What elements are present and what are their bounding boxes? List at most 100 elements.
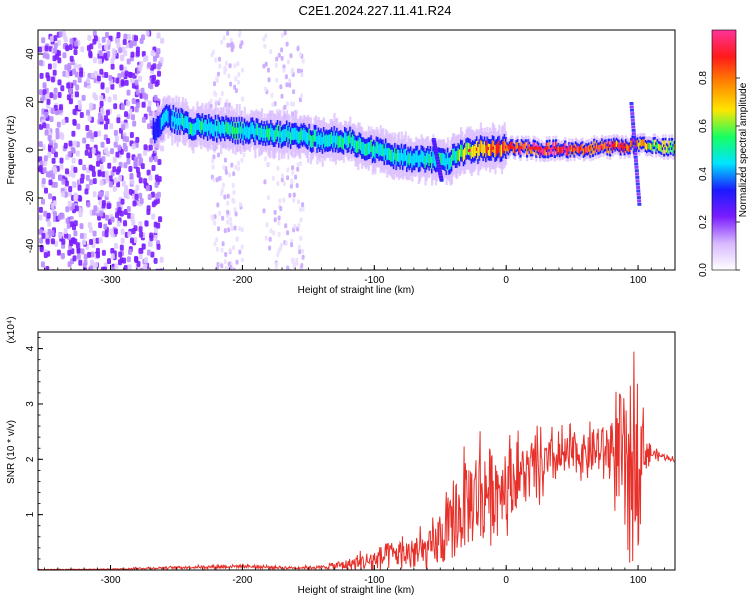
noise-cell bbox=[130, 237, 134, 244]
noise-cell bbox=[38, 89, 43, 96]
ridge-core bbox=[216, 125, 219, 138]
ridge-core bbox=[661, 140, 664, 148]
noise-cell bbox=[229, 37, 233, 43]
noise-cell bbox=[116, 117, 121, 124]
noise-cell bbox=[90, 133, 95, 140]
noise-cell bbox=[86, 201, 91, 208]
ridge-core bbox=[260, 125, 264, 138]
noise-cell bbox=[58, 232, 63, 239]
noise-cell bbox=[154, 181, 159, 188]
ridge-core bbox=[659, 144, 662, 152]
noise-cell bbox=[240, 244, 244, 250]
ridge-core bbox=[332, 135, 335, 148]
noise-cell bbox=[124, 111, 128, 118]
ridge-core bbox=[285, 125, 289, 138]
noise-cell bbox=[214, 57, 218, 63]
noise-cell bbox=[296, 199, 300, 205]
noise-cell bbox=[105, 118, 110, 125]
noise-cell bbox=[96, 252, 100, 259]
ridge-core bbox=[394, 147, 397, 160]
ridge-core bbox=[152, 122, 155, 135]
ridge-core bbox=[646, 143, 649, 151]
noise-cell bbox=[122, 135, 127, 142]
noise-cell bbox=[67, 65, 72, 72]
ridge-core bbox=[653, 139, 657, 147]
noise-cell bbox=[64, 232, 69, 239]
noise-cell bbox=[128, 166, 133, 172]
ridge-core bbox=[643, 139, 646, 146]
noise-cell bbox=[301, 206, 305, 212]
noise-cell bbox=[127, 212, 132, 219]
noise-cell bbox=[97, 169, 102, 176]
noise-cell bbox=[263, 179, 267, 185]
noise-cell bbox=[229, 42, 233, 48]
noise-cell bbox=[264, 156, 268, 162]
noise-cell bbox=[52, 69, 57, 76]
noise-cell bbox=[126, 58, 131, 65]
ridge-core bbox=[184, 116, 187, 129]
ridge-core bbox=[282, 130, 285, 142]
ridge-core bbox=[495, 143, 498, 156]
spike-cell bbox=[630, 108, 634, 112]
ridge-core bbox=[649, 143, 653, 150]
noise-cell bbox=[123, 220, 127, 227]
ridge-core bbox=[456, 151, 459, 163]
ridge-core bbox=[222, 121, 225, 134]
ridge-core bbox=[159, 119, 162, 132]
noise-cell bbox=[146, 169, 151, 176]
ridge-core bbox=[450, 154, 453, 167]
y-tick-label: 1 bbox=[25, 511, 36, 517]
noise-cell bbox=[132, 200, 137, 207]
noise-cell bbox=[283, 104, 287, 110]
x-tick-label: -300 bbox=[101, 575, 121, 586]
noise-cell bbox=[110, 63, 115, 70]
spike-cell bbox=[637, 199, 642, 203]
noise-cell bbox=[212, 177, 216, 183]
y-tick-label: 3 bbox=[25, 401, 36, 407]
ridge-core bbox=[423, 152, 426, 165]
ridge-core bbox=[353, 136, 356, 149]
noise-cell bbox=[112, 185, 117, 192]
snr-x-ticks: -300 -200 -100 0 100 bbox=[44, 565, 665, 586]
ridge-core bbox=[478, 143, 481, 156]
ridge-core bbox=[276, 124, 279, 137]
noise-cell bbox=[65, 168, 69, 175]
ridge-core bbox=[217, 119, 220, 132]
ridge-core bbox=[383, 148, 386, 161]
noise-cell bbox=[280, 32, 284, 38]
x-tick-label: 0 bbox=[503, 575, 509, 586]
noise-cell bbox=[96, 160, 100, 167]
noise-cell bbox=[221, 269, 223, 270]
noise-cell bbox=[116, 32, 121, 38]
ridge-core bbox=[333, 130, 336, 143]
ridge-core bbox=[209, 122, 212, 135]
noise-cell bbox=[217, 226, 220, 232]
noise-cell bbox=[262, 208, 266, 214]
noise-cell bbox=[77, 184, 82, 191]
noise-cell bbox=[153, 227, 158, 234]
noise-cell bbox=[118, 161, 123, 168]
ridge-core bbox=[420, 150, 423, 162]
noise-cell bbox=[66, 222, 71, 229]
noise-cell bbox=[71, 171, 76, 178]
noise-cell bbox=[299, 207, 303, 213]
noise-cell bbox=[151, 213, 156, 220]
noise-cell bbox=[139, 38, 144, 44]
noise-cell bbox=[82, 164, 87, 171]
spectrogram-y-axis-label: Frequency (Hz) bbox=[6, 116, 17, 185]
ridge-core bbox=[234, 127, 237, 140]
ridge-core bbox=[622, 143, 625, 150]
noise-cell bbox=[135, 184, 140, 191]
noise-cell bbox=[79, 67, 84, 74]
noise-cell bbox=[158, 268, 163, 270]
ridge-core bbox=[461, 145, 464, 158]
noise-cell bbox=[130, 51, 135, 58]
noise-cell bbox=[111, 48, 116, 55]
noise-cell bbox=[147, 100, 152, 107]
ridge-core bbox=[647, 142, 650, 150]
spectrogram-marks bbox=[38, 30, 675, 270]
noise-cell bbox=[267, 195, 270, 201]
noise-cell bbox=[87, 222, 92, 229]
noise-cell bbox=[295, 183, 299, 188]
ridge-core bbox=[355, 140, 358, 153]
